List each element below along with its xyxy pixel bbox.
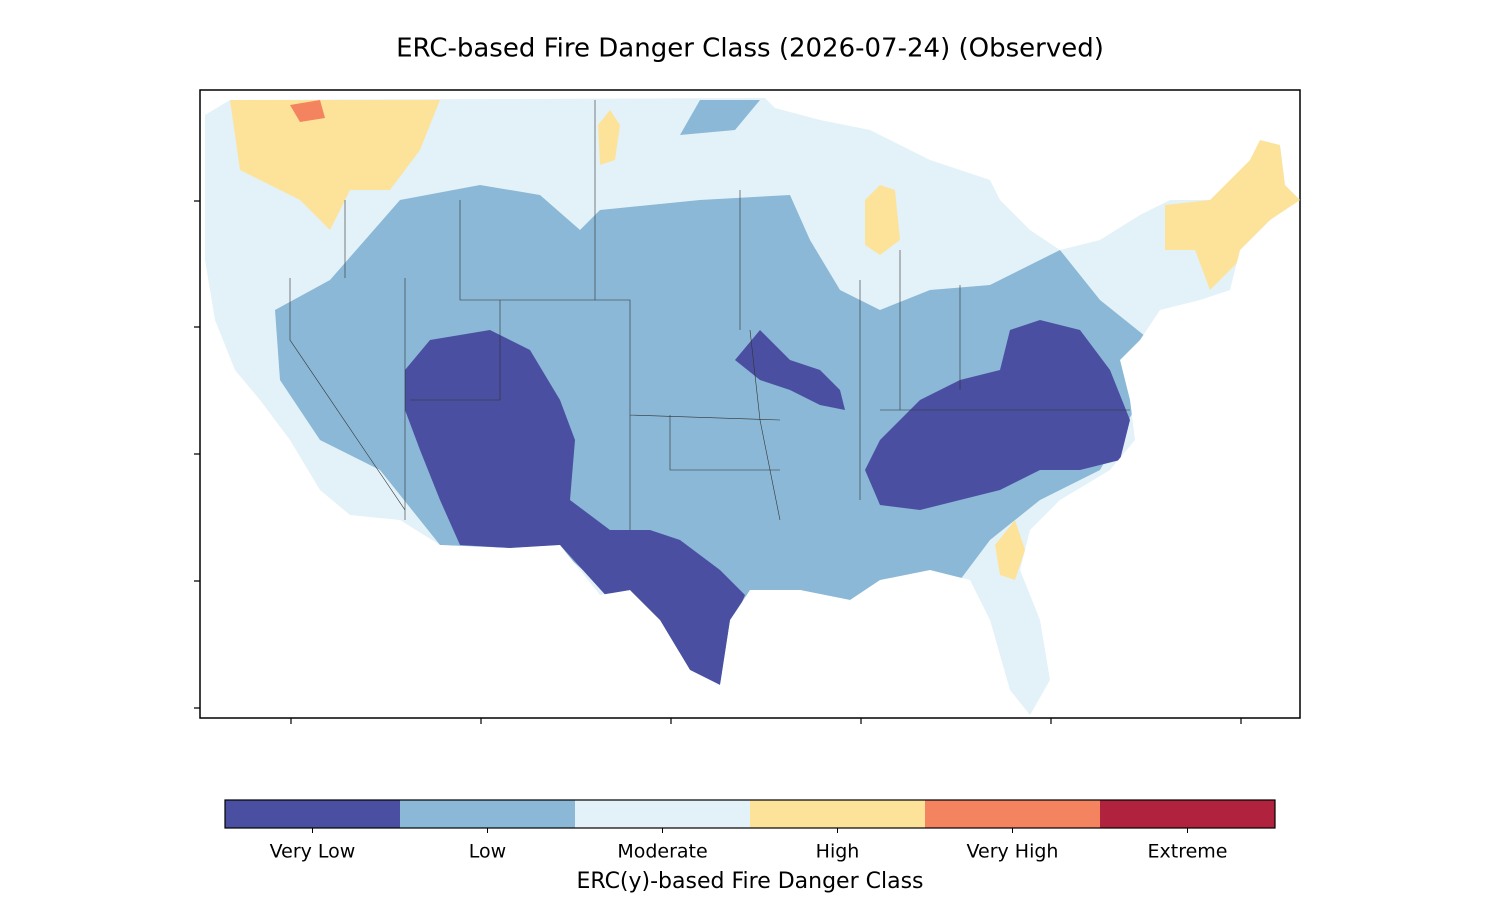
region xyxy=(275,185,1150,685)
map-ticks xyxy=(194,200,1242,724)
colorbar-segment xyxy=(925,800,1100,828)
region xyxy=(1165,140,1300,290)
colorbar-tick-label: Low xyxy=(469,841,506,863)
colorbar-segment xyxy=(575,800,750,828)
colorbar-label: ERC(y)-based Fire Danger Class xyxy=(576,869,923,894)
colorbar-tick-label: Very Low xyxy=(270,841,356,863)
colorbar-tick-label: Extreme xyxy=(1148,841,1228,863)
map-regions xyxy=(205,98,1300,715)
region xyxy=(865,185,900,255)
region xyxy=(735,330,845,410)
state-borders xyxy=(289,100,1130,530)
region xyxy=(865,320,1130,510)
colorbar-segment xyxy=(225,800,400,828)
colorbar-frame xyxy=(224,799,1276,829)
colorbar: Very Low Low Moderate High Very High Extreme xyxy=(224,799,1276,863)
colorbar-segment xyxy=(400,800,575,828)
region xyxy=(230,100,440,230)
colorbar-tick-label: Very High xyxy=(967,841,1059,863)
region xyxy=(290,100,325,122)
colorbar-segment xyxy=(750,800,925,828)
region xyxy=(995,520,1025,580)
map-title: ERC-based Fire Danger Class (2026-07-24)… xyxy=(396,34,1104,64)
region xyxy=(680,100,760,135)
colorbar-segment xyxy=(1100,800,1275,828)
region xyxy=(405,330,745,685)
region xyxy=(598,110,620,165)
colorbar-tick-label: High xyxy=(816,841,860,863)
map-frame xyxy=(199,89,1301,719)
colorbar-tick-label: Moderate xyxy=(617,841,707,863)
